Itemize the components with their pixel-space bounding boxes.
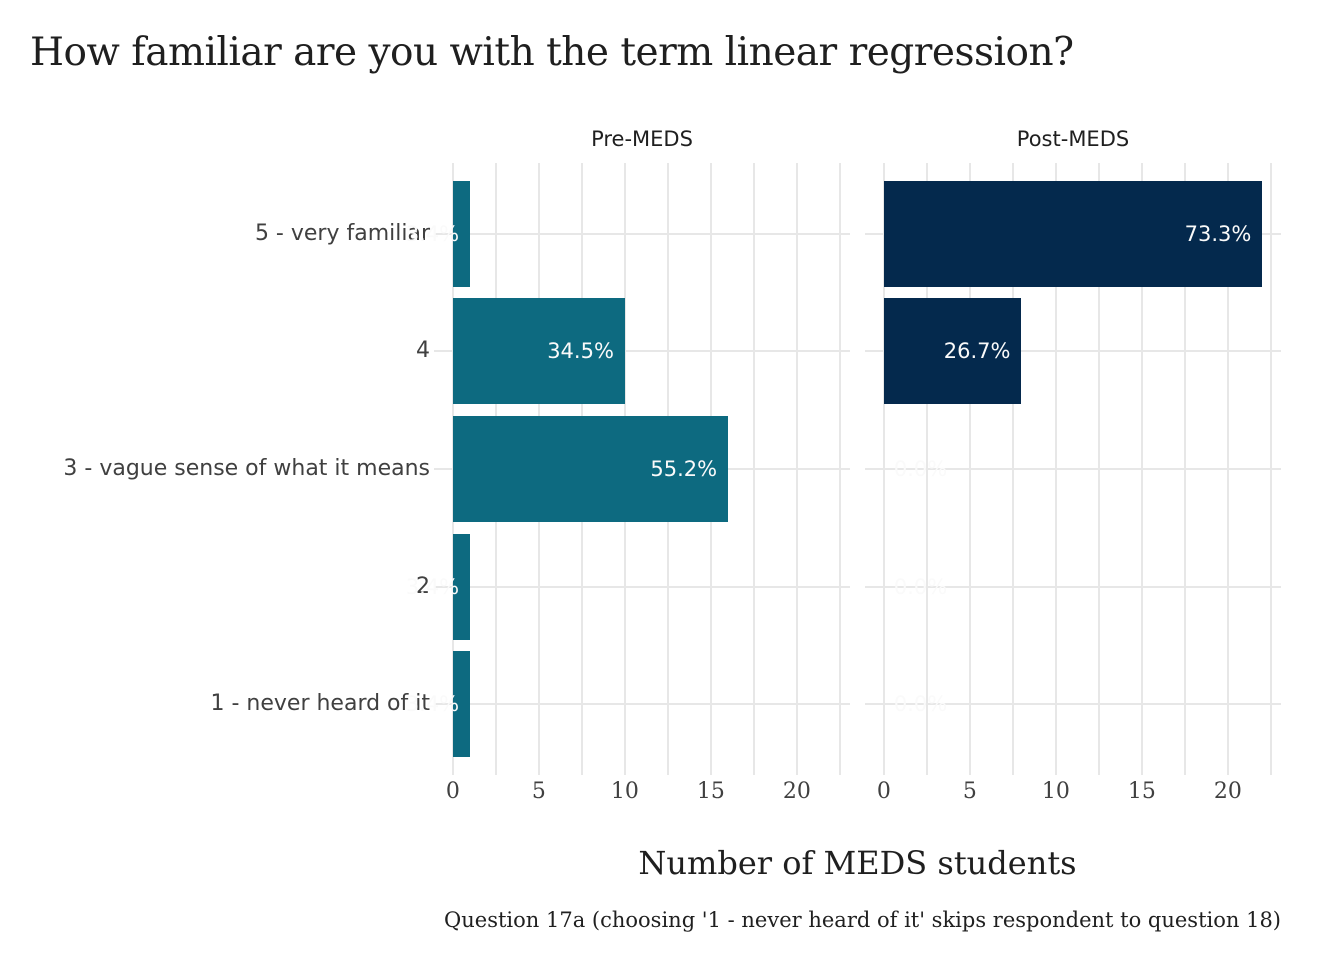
bar	[452, 651, 471, 758]
bar-percentage-label: 55.2%	[650, 457, 718, 481]
facet-strip-label: Post-MEDS	[1016, 127, 1130, 151]
bar-percentage-label: 34.5%	[547, 339, 614, 364]
bar-percentage-label: 0.0%	[893, 692, 948, 717]
x-axis-tick-label: 10	[1041, 779, 1070, 804]
bar	[452, 180, 471, 287]
bar-percentage-label: 73.3%	[1184, 221, 1252, 246]
y-axis-label: 1 - never heard of it	[210, 691, 430, 717]
bar-percentage-label: 0.0%	[893, 574, 948, 599]
horizontal-gridline	[434, 350, 850, 353]
bar	[452, 533, 471, 640]
y-axis-label: 5 - very familiar	[254, 220, 430, 246]
facet-strip-label: Pre-MEDS	[591, 127, 693, 151]
x-axis-tick-label: 5	[962, 779, 977, 804]
horizontal-gridline	[434, 703, 850, 706]
bar	[883, 298, 1022, 405]
bar-percentage-label: 3.4%	[405, 221, 460, 246]
y-axis-label: 2	[416, 573, 430, 599]
x-axis-tick-label: 0	[445, 779, 460, 804]
y-axis-label: 4	[416, 338, 430, 364]
bar	[452, 416, 729, 522]
facet-panel: 3.4% 34.5% 55.2% 3.4% 3.4%	[406, 163, 850, 775]
facet-panel: 73.3% 26.7% 0.0% 0.0% 0.0%	[865, 163, 1281, 775]
bar	[452, 298, 625, 405]
horizontal-gridline	[865, 350, 1281, 353]
x-axis-tick-label: 5	[531, 779, 546, 804]
x-axis-tick-label: 20	[782, 779, 811, 804]
bar-percentage-label: 3.4%	[405, 692, 460, 717]
x-axis-tick-label: 0	[876, 779, 891, 804]
horizontal-gridline	[865, 585, 1281, 588]
chart-caption: Question 17a (choosing '1 - never heard …	[444, 908, 1281, 932]
bar-percentage-label: 3.4%	[405, 574, 460, 599]
horizontal-gridline	[434, 585, 850, 588]
x-axis-tick-label: 15	[696, 779, 725, 804]
x-axis-tick-label: 10	[610, 779, 639, 804]
bar-percentage-label: 26.7%	[943, 339, 1011, 364]
chart-title: How familiar are you with the term linea…	[30, 30, 1074, 75]
horizontal-gridline	[865, 468, 1281, 470]
bar	[883, 180, 1263, 287]
y-axis-label: 3 - vague sense of what it means	[63, 456, 430, 481]
x-axis-title: Number of MEDS students	[638, 844, 1077, 882]
horizontal-gridline	[865, 703, 1281, 706]
horizontal-gridline	[434, 232, 850, 235]
bar-percentage-label: 0.0%	[893, 457, 948, 481]
x-axis-tick-label: 20	[1213, 779, 1242, 804]
x-axis-tick-label: 15	[1127, 779, 1156, 804]
